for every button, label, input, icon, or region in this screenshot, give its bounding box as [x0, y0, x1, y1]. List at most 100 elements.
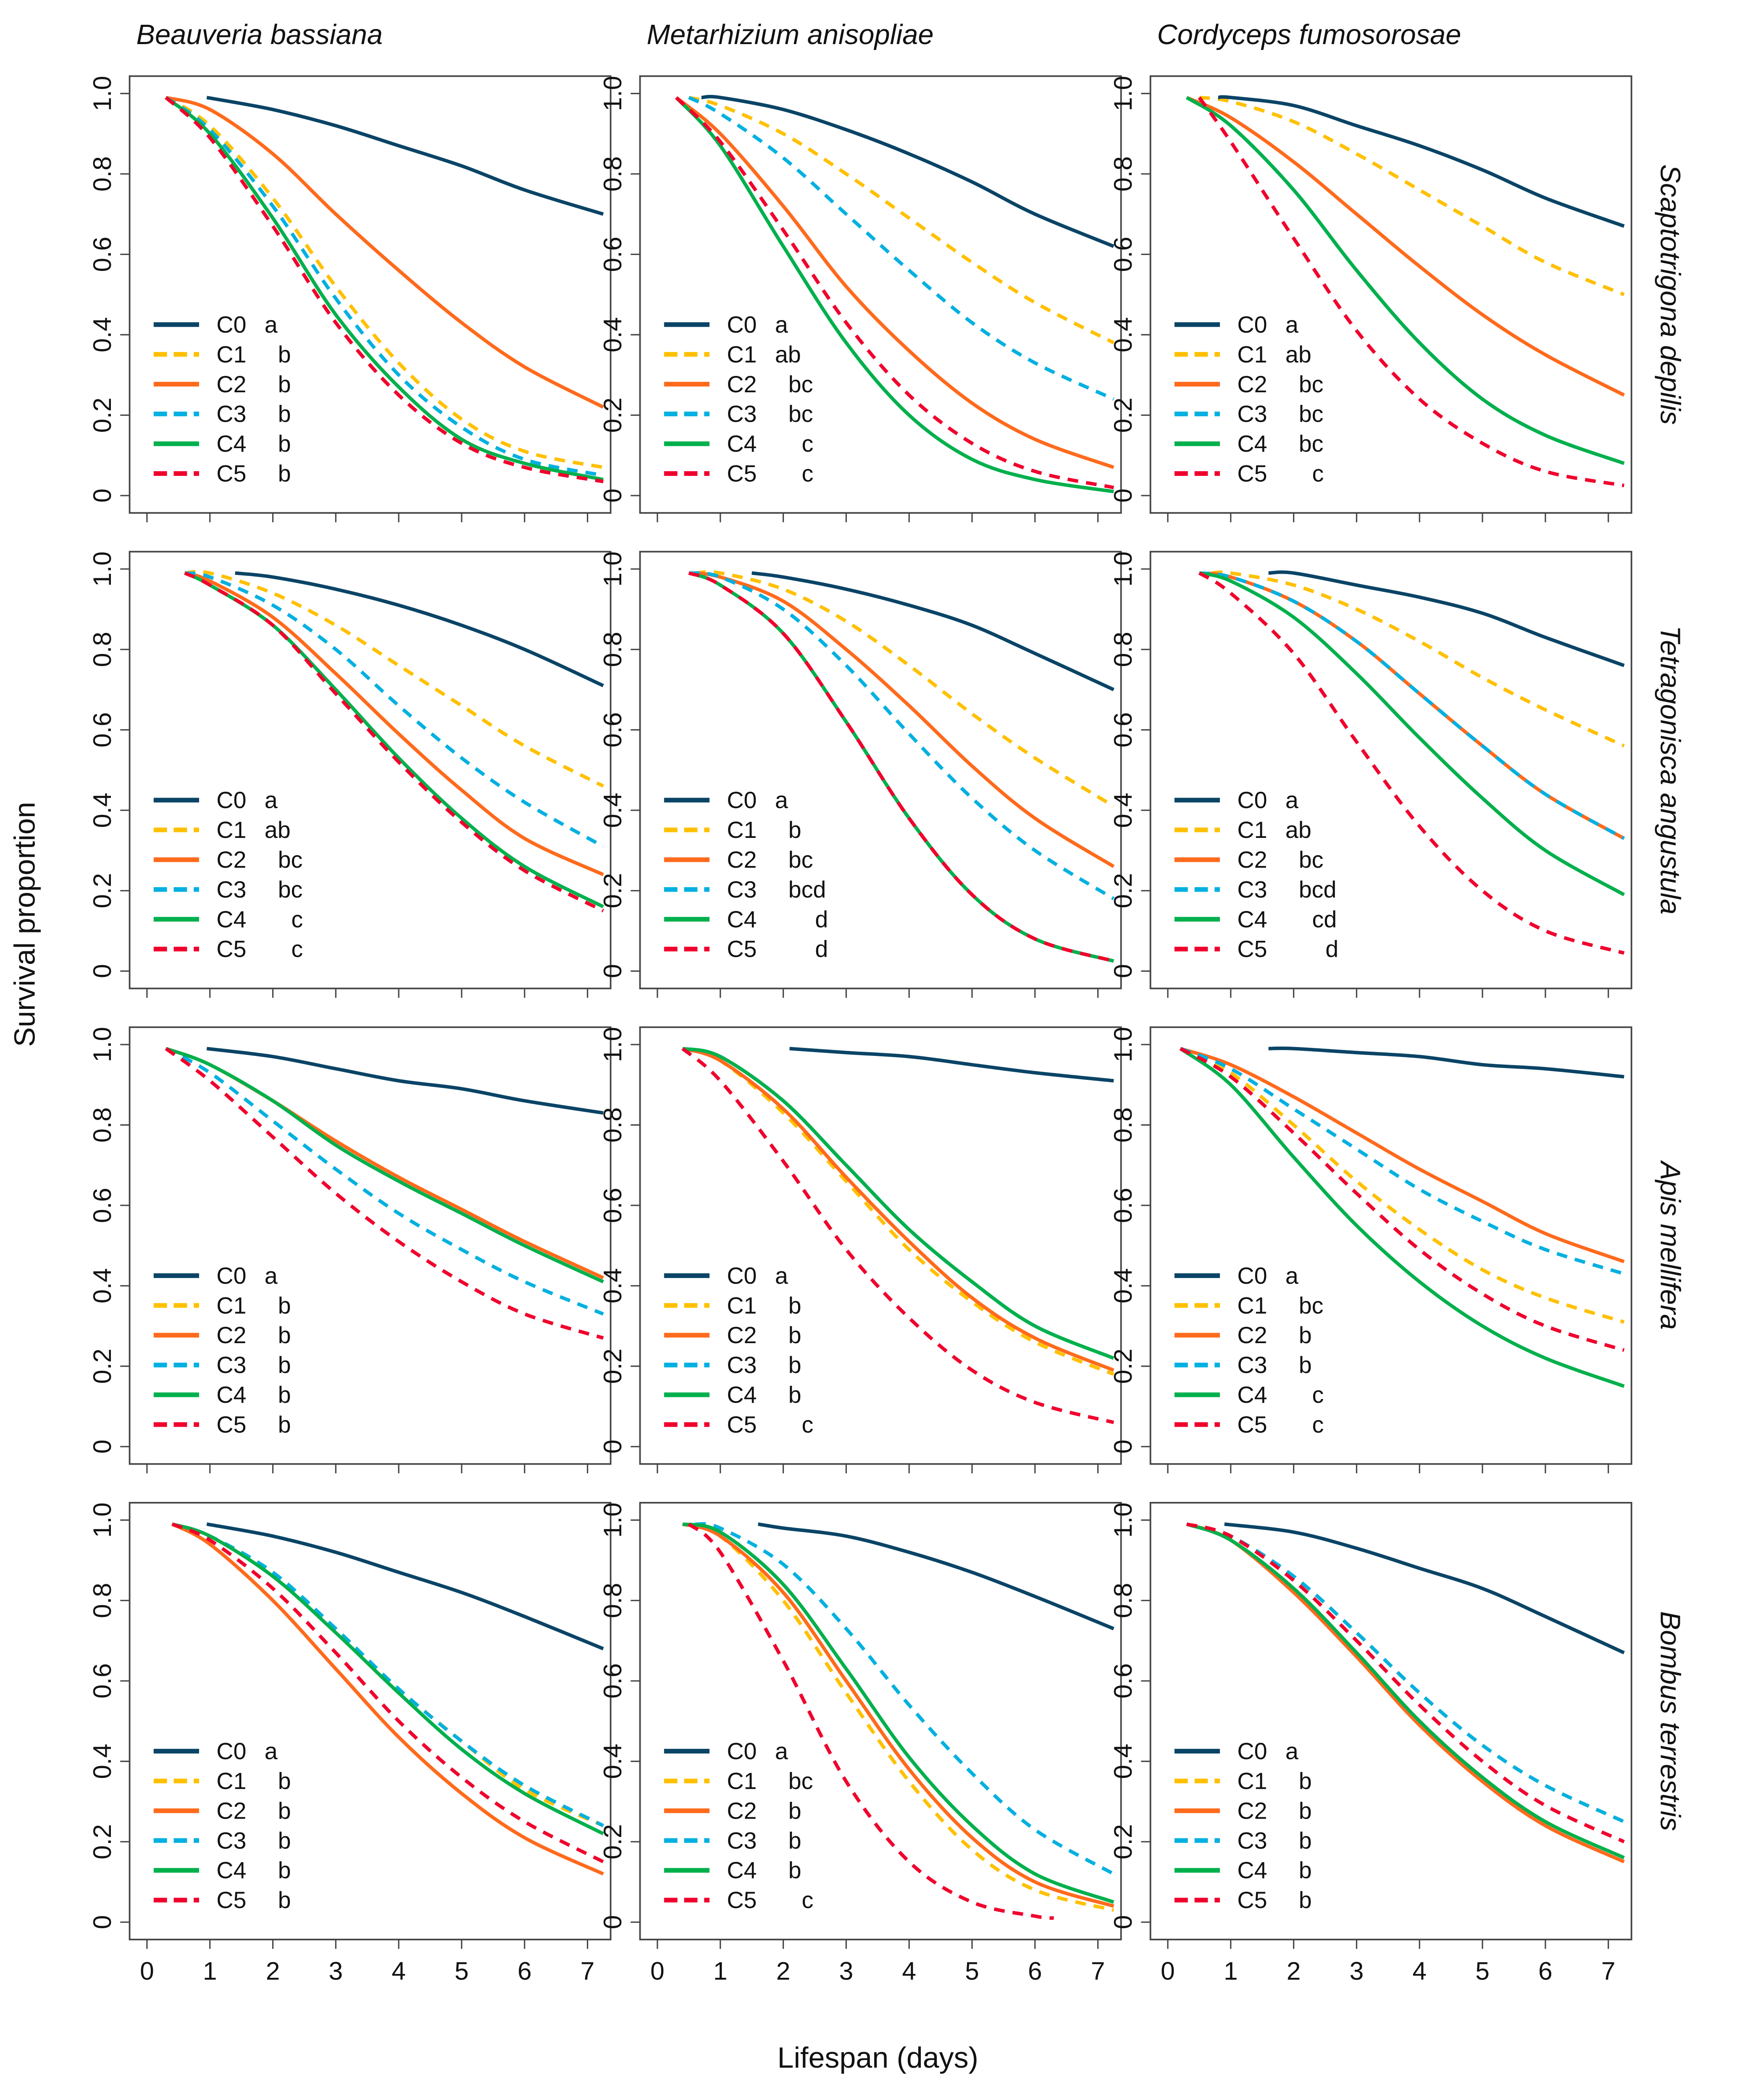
y-tick-label: 0.2 — [1109, 1349, 1137, 1384]
curve-c1 — [1199, 96, 1625, 297]
y-tick-label: 0.2 — [88, 1824, 116, 1859]
y-tick-label: 1.0 — [88, 551, 116, 587]
legend-label: C0 — [216, 1738, 246, 1764]
legend-label: C2 — [1237, 1798, 1267, 1824]
legend-group-letter: bcd — [1299, 877, 1337, 903]
panel-frame — [129, 551, 612, 990]
curve-c1 — [1211, 570, 1625, 748]
legend-label: C1 — [216, 817, 246, 843]
x-tick-label: 0 — [1161, 1956, 1175, 1985]
curve-c5 — [165, 96, 604, 483]
y-tick-label: 1.0 — [1109, 551, 1137, 587]
legend-label: C3 — [1237, 877, 1267, 903]
legend-label: C4 — [216, 1382, 246, 1408]
legend-label: C2 — [727, 1798, 757, 1824]
legend-group-letter: b — [788, 1292, 801, 1318]
panel-frame — [1149, 1502, 1632, 1940]
panel-frame — [129, 75, 612, 514]
legend-label: C5 — [1237, 1412, 1267, 1438]
y-tick-label: 0.4 — [88, 793, 116, 828]
column-title: Beauveria bassiana — [136, 19, 383, 50]
y-tick-label: 0 — [1109, 1440, 1137, 1454]
x-tick-label: 2 — [266, 1956, 280, 1985]
curve-c3 — [688, 96, 1114, 401]
legend-group-letter: c — [291, 936, 303, 962]
legend-group-letter: b — [1299, 1827, 1312, 1853]
y-tick-label: 0 — [88, 1440, 116, 1454]
legend-label: C5 — [1237, 936, 1267, 962]
curve-c0 — [789, 1047, 1114, 1083]
panel-1-2: 0 0.2 0.4 0.6 0.8 1.0 C0 a C1 ab C2 bc C3 bcd C4 cd C5 d — [1109, 551, 1632, 998]
legend-group-letter: b — [788, 1352, 801, 1378]
curve-c2 — [1186, 96, 1625, 397]
y-tick-label: 0.8 — [88, 632, 116, 667]
legend-label: C5 — [727, 1887, 757, 1913]
y-tick-label: 0.4 — [598, 317, 627, 352]
curve-c4 — [1185, 96, 1625, 465]
legend-label: C1 — [216, 1292, 246, 1318]
x-tick-label: 0 — [140, 1956, 154, 1985]
legend-group-letter: b — [788, 1827, 801, 1853]
y-tick-label: 0.8 — [88, 1583, 116, 1618]
curve-c0 — [206, 1047, 604, 1115]
panel-frame — [639, 1502, 1122, 1940]
legend-group-letter: a — [775, 787, 788, 813]
legend-group-letter: b — [278, 1412, 291, 1438]
y-tick-label: 0.6 — [1109, 1188, 1137, 1223]
legend-group-letter: bc — [1299, 401, 1324, 427]
legend-group-letter: bc — [278, 877, 303, 903]
legend-label: C5 — [727, 936, 757, 962]
legend-label: C0 — [1237, 787, 1267, 813]
y-tick-label: 0.6 — [1109, 712, 1137, 748]
legend-group-letter: a — [1285, 1738, 1298, 1764]
legend-label: C2 — [1237, 371, 1267, 397]
legend-label: C2 — [727, 371, 757, 397]
x-tick-label: 0 — [650, 1956, 665, 1985]
curve-c5 — [1198, 571, 1625, 955]
legend-label: C0 — [727, 1738, 757, 1764]
row-title: Scaptotrigona depilis — [1655, 164, 1686, 425]
y-tick-label: 0.8 — [598, 1108, 627, 1143]
y-tick-label: 0.2 — [1109, 873, 1137, 908]
legend-group-letter: c — [801, 461, 813, 487]
legend-group-letter: bc — [788, 371, 813, 397]
y-tick-label: 0.2 — [598, 873, 627, 908]
legend-label: C1 — [727, 1292, 757, 1318]
legend-label: C1 — [1237, 1768, 1267, 1794]
curve-c0 — [1224, 1522, 1625, 1654]
legend-group-letter: b — [1299, 1322, 1312, 1348]
curve-c2 — [682, 1047, 1114, 1372]
legend-group-letter: ab — [265, 817, 291, 843]
legend-label: C4 — [1237, 1382, 1267, 1408]
legend-group-letter: b — [278, 1857, 291, 1883]
x-axis-label: Lifespan (days) — [778, 2041, 978, 2074]
legend-label: C2 — [1237, 847, 1267, 873]
legend-group-letter: a — [265, 1738, 278, 1764]
legend-label: C4 — [216, 1857, 246, 1883]
y-tick-label: 0.4 — [1109, 793, 1137, 828]
curve-c1 — [165, 96, 604, 469]
legend-label: C0 — [216, 312, 246, 338]
legend-label: C5 — [727, 461, 757, 487]
legend-group-letter: b — [788, 817, 801, 843]
legend-group-letter: b — [788, 1382, 801, 1408]
y-tick-label: 0.8 — [598, 1583, 627, 1618]
y-tick-label: 0.6 — [598, 712, 627, 748]
legend-group-letter: ab — [1285, 341, 1311, 368]
y-tick-label: 0.2 — [598, 1824, 627, 1859]
curve-c2 — [171, 1522, 604, 1876]
y-tick-label: 0 — [1109, 488, 1137, 503]
legend-group-letter: b — [278, 1292, 291, 1318]
y-tick-label: 0.2 — [1109, 1824, 1137, 1859]
x-tick-label: 1 — [1224, 1956, 1238, 1985]
curve-c5 — [1198, 96, 1624, 488]
y-tick-label: 0.6 — [598, 237, 627, 272]
y-tick-label: 0.4 — [88, 317, 116, 352]
legend-label: C4 — [1237, 906, 1267, 932]
y-tick-label: 0.4 — [598, 1268, 627, 1303]
legend-label: C3 — [216, 401, 246, 427]
curve-c5 — [1179, 1047, 1625, 1352]
curve-c0 — [701, 94, 1114, 248]
curve-c2 — [165, 96, 604, 409]
y-tick-label: 1.0 — [598, 1027, 627, 1062]
